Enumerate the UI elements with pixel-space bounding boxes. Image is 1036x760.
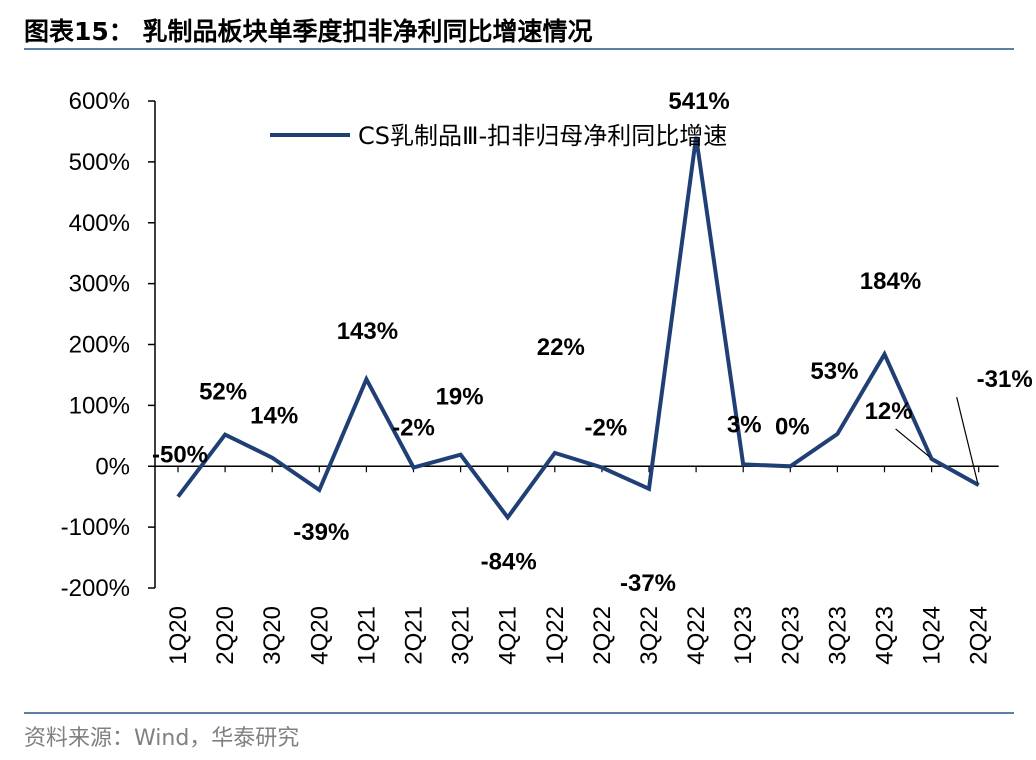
x-tick-label: 1Q23 [730,606,757,665]
x-tick-label: 4Q21 [495,606,522,665]
series-line [176,136,980,521]
y-tick-label: 600% [69,88,130,115]
data-label-group: -50%52%14%-39%143%-2%19%-84%22%-2%-37%54… [152,88,1033,597]
x-tick-label: 3Q22 [636,606,663,665]
data-label: -39% [293,519,349,546]
data-label: -31% [977,366,1033,393]
y-tick-label: 400% [69,210,130,237]
x-tick-label: 2Q24 [966,606,993,665]
x-tick-label: 4Q23 [872,606,899,665]
data-label: 22% [537,334,585,361]
legend-label: CS乳制品Ⅲ-扣非归母净利同比增速 [358,122,727,150]
data-label: 541% [668,88,729,115]
data-label: -2% [392,414,435,441]
y-tick-label: 100% [69,392,130,419]
x-tick-label: 1Q20 [165,606,192,665]
x-tick-label: 3Q20 [259,606,286,665]
label-leader-line [895,428,930,458]
title-divider [24,48,1014,50]
data-label: -50% [152,442,208,469]
y-tick-label: 200% [69,332,130,359]
y-tick-label: 0% [95,453,130,480]
y-tick-label: 300% [69,271,130,298]
data-label: 0% [775,413,810,440]
y-tick-label: -100% [61,514,130,541]
x-tick-label: 3Q21 [448,606,475,665]
y-tick-label: 500% [69,149,130,176]
x-tick-label: 2Q22 [589,606,616,665]
y-axis: 600% 500% 400% 300% 200% 100% 0% -100% -200% [61,88,156,602]
data-label: 184% [860,268,921,295]
x-tick-label: 2Q23 [777,606,804,665]
data-label: 53% [810,358,858,385]
label-leader-line [956,396,979,484]
figure-title: 图表15： 乳制品板块单季度扣非净利同比增速情况 [24,17,593,46]
data-label: -84% [481,548,537,575]
data-label: 52% [199,379,247,406]
source-note: 资料来源：Wind，华泰研究 [24,726,300,751]
source-divider [24,712,1014,714]
data-label: 12% [865,398,913,425]
data-label: 143% [337,318,398,345]
x-tick-label: 4Q22 [683,606,710,665]
data-label: -37% [620,570,676,597]
series-line-group [176,136,980,521]
x-axis: 1Q20 2Q20 3Q20 4Q20 1Q21 2Q21 3Q21 4Q21 1Q22 2Q22… [155,465,999,665]
data-label: -2% [585,414,628,441]
x-tick-label: 1Q22 [542,606,569,665]
legend: CS乳制品Ⅲ-扣非归母净利同比增速 [270,122,727,150]
x-tick-label: 2Q21 [401,606,428,665]
y-tick-label: -200% [61,575,130,602]
x-tick-label: 2Q20 [212,606,239,665]
x-tick-label: 1Q24 [919,606,946,665]
data-label: 14% [250,403,298,430]
x-tick-label: 4Q20 [306,606,333,665]
data-label: 19% [436,384,484,411]
x-tick-label: 3Q23 [824,606,851,665]
line-chart: 600% 500% 400% 300% 200% 100% 0% -100% -200% 1Q2… [61,88,1033,665]
data-label: 3% [727,411,762,438]
x-tick-label: 1Q21 [353,606,380,665]
